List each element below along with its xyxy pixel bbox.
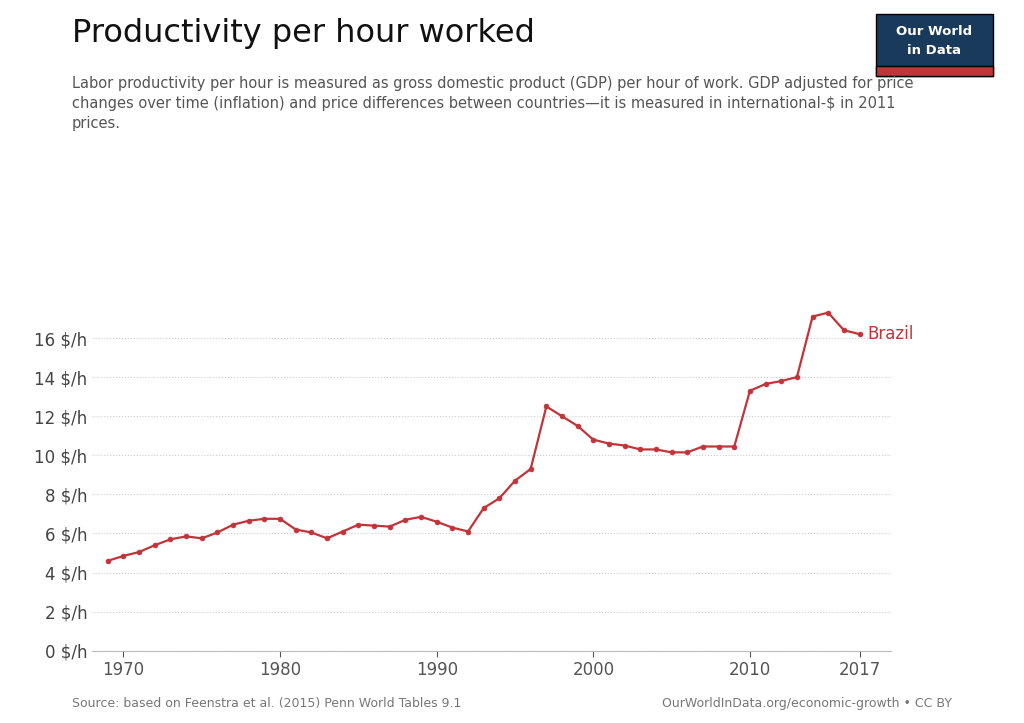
Text: Our World: Our World <box>896 25 973 38</box>
FancyBboxPatch shape <box>876 14 993 76</box>
Text: Brazil: Brazil <box>867 325 913 343</box>
Text: in Data: in Data <box>907 43 962 56</box>
Text: OurWorldInData.org/economic-growth • CC BY: OurWorldInData.org/economic-growth • CC … <box>663 697 952 710</box>
Text: Labor productivity per hour is measured as gross domestic product (GDP) per hour: Labor productivity per hour is measured … <box>72 76 913 131</box>
Text: Source: based on Feenstra et al. (2015) Penn World Tables 9.1: Source: based on Feenstra et al. (2015) … <box>72 697 461 710</box>
Text: Productivity per hour worked: Productivity per hour worked <box>72 18 535 49</box>
FancyBboxPatch shape <box>876 66 993 76</box>
